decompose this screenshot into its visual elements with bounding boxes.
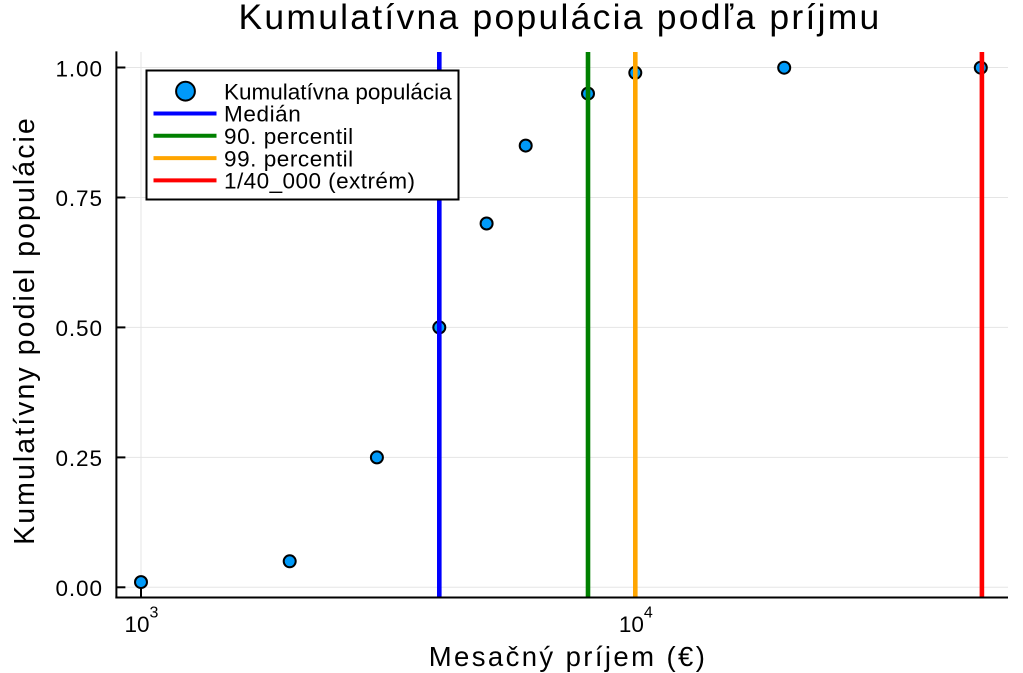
svg-text:Kumulatívny podiel populácie: Kumulatívny podiel populácie (9, 116, 41, 545)
svg-text:10: 10 (124, 612, 149, 637)
svg-text:0.00: 0.00 (55, 576, 102, 601)
svg-text:99. percentil: 99. percentil (224, 146, 354, 171)
svg-text:Medián: Medián (224, 102, 301, 127)
svg-text:4: 4 (644, 605, 653, 622)
svg-text:3: 3 (150, 605, 159, 622)
svg-text:Kumulatívna populácia: Kumulatívna populácia (224, 79, 452, 104)
svg-text:Mesačný príjem (€): Mesačný príjem (€) (429, 641, 708, 672)
svg-text:1/40_000 (extrém): 1/40_000 (extrém) (224, 169, 416, 194)
svg-text:10: 10 (619, 612, 644, 637)
svg-text:Kumulatívna populácia podľa pr: Kumulatívna populácia podľa príjmu (238, 0, 881, 37)
svg-text:90. percentil: 90. percentil (224, 124, 354, 149)
svg-text:0.75: 0.75 (55, 186, 102, 211)
svg-text:0.25: 0.25 (55, 446, 102, 471)
svg-text:1.00: 1.00 (55, 56, 102, 81)
svg-text:0.50: 0.50 (55, 316, 102, 341)
